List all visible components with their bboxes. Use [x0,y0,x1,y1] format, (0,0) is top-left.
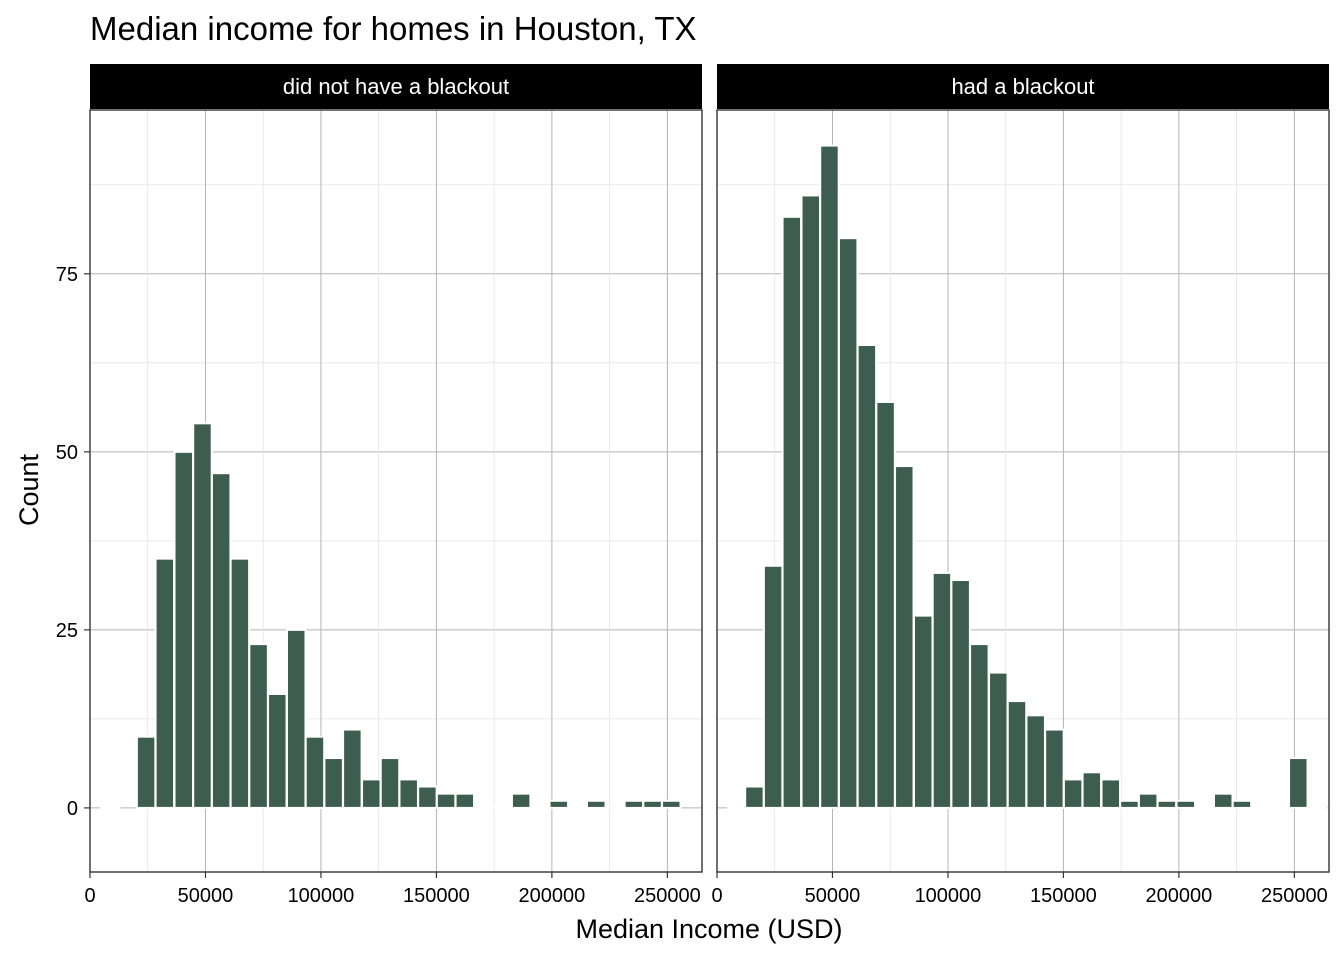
histogram-bar [1119,799,1140,809]
histogram-bar [342,728,363,809]
histogram-bars [100,422,682,809]
histogram-bar [1044,728,1065,809]
histogram-bar [931,571,953,809]
x-axes: 0 50000 100000 150000 200000 250000 0 50000 1000… [84,872,1328,907]
facet-strip [717,64,1329,109]
x-tick-label: 50000 [805,885,861,907]
histogram-bar [1006,700,1028,809]
x-tick-label: 0 [84,885,95,907]
histogram-bar [1288,757,1309,809]
histogram-bar [1306,806,1328,809]
x-tick-label: 200000 [1146,885,1213,907]
histogram-bar [548,799,570,809]
histogram-bar [856,344,878,809]
histogram-bar [229,557,251,809]
histogram-bar [661,799,682,809]
histogram-bar [100,806,121,809]
histogram-bar [950,579,971,809]
y-tick-label: 25 [56,620,78,642]
panel-border [89,109,703,873]
histogram-bar [417,785,438,809]
histogram-bar [567,806,588,809]
histogram-bar [473,806,494,809]
histogram-bar [800,194,822,809]
histogram-bar [285,628,307,809]
histogram-bar [323,757,344,809]
histogram-bar [1194,806,1215,809]
x-tick-label: 100000 [288,885,355,907]
facet-strip-label: did not have a blackout [283,74,509,99]
x-tick-label: 50000 [178,885,234,907]
histogram-bar [642,799,663,809]
facet-panels: did not have a blackout had a blackout [89,64,1330,873]
histogram-bar [210,472,232,809]
histogram-bar [1175,799,1197,809]
x-tick-label: 250000 [634,885,701,907]
y-tick-label: 50 [56,442,78,464]
histogram-bar [361,778,382,809]
histogram-bar [492,806,513,809]
histogram-bar [894,465,915,809]
histogram-bar [912,614,934,809]
y-axis: 0 25 50 75 [56,264,90,820]
histogram-bar [585,799,607,809]
histogram-bar [988,671,1009,809]
histogram-bar [510,792,532,809]
histogram-bar [819,144,840,809]
histogram-bar [604,806,626,809]
histogram-bar [1212,792,1234,809]
histogram-bar [248,643,269,809]
histogram-bar [1231,799,1253,809]
facet-strip-label: had a blackout [951,74,1094,99]
histogram-bar [135,735,157,809]
x-axis: 0 50000 100000 150000 200000 250000 [84,872,701,907]
histogram-bar [1025,714,1046,809]
x-tick-label: 0 [711,885,722,907]
x-tick-label: 150000 [403,885,470,907]
x-tick-label: 100000 [915,885,982,907]
histogram-bar [304,735,326,809]
histogram-bar [727,806,748,809]
histogram-bar [1156,799,1178,809]
histogram-bar [744,785,765,809]
histogram-bar [454,792,476,809]
histogram-bar [623,799,645,809]
histogram-bar [781,215,803,809]
facet-strip [90,64,702,109]
x-axis-title: Median Income (USD) [575,914,842,944]
y-tick-label: 75 [56,264,78,286]
histogram-bar [1137,792,1159,809]
histogram-bar [398,778,419,809]
y-tick-label: 0 [67,798,78,820]
chart-title: Median income for homes in Houston, TX [90,10,697,47]
histogram-bar [1269,806,1290,809]
histogram-bar [379,757,401,809]
histogram-bar [969,643,990,809]
histogram-bar [154,557,176,809]
x-tick-label: 200000 [519,885,586,907]
histogram-bar [837,237,859,809]
histogram-bar [1100,778,1121,809]
histogram-bar [529,806,551,809]
histogram-bar [435,792,457,809]
histogram-bar [267,692,288,809]
histogram-bars [727,144,1328,809]
histogram-bar [762,564,784,809]
facet-panel: had a blackout [716,64,1330,873]
panel-border [716,109,1330,873]
histogram-bar [1062,778,1084,809]
x-axis: 0 50000 100000 150000 200000 250000 [711,872,1328,907]
y-axis-title: Count [14,453,44,526]
histogram-bar [875,400,896,809]
x-tick-label: 250000 [1261,885,1328,907]
facet-panel: did not have a blackout [89,64,703,873]
histogram-bar [1081,771,1103,809]
histogram-bar [173,450,195,809]
x-tick-label: 150000 [1030,885,1097,907]
histogram-bar [192,422,213,809]
histogram-bar [1250,806,1272,809]
